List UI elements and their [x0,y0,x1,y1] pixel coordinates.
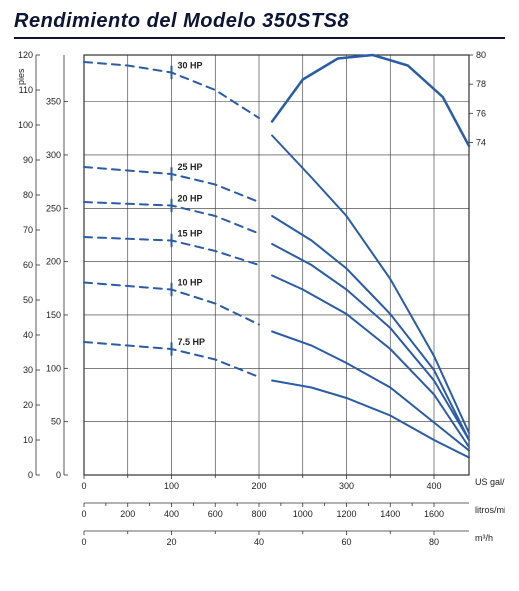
svg-text:78: 78 [476,79,486,89]
hp-label: 25 HP [178,162,203,172]
svg-text:0: 0 [81,509,86,519]
chart-title: Rendimiento del Modelo 350STS8 [14,10,505,33]
svg-text:litros/min: litros/min [475,505,505,515]
hp-label: 20 HP [178,194,203,204]
svg-text:50: 50 [23,295,33,305]
svg-text:0: 0 [28,470,33,480]
svg-text:m³/h: m³/h [475,533,493,543]
svg-text:74: 74 [476,138,486,148]
svg-text:300: 300 [46,150,61,160]
title-rule [14,37,505,39]
svg-text:200: 200 [46,257,61,267]
hp-label: 10 HP [178,278,203,288]
svg-text:300: 300 [339,481,354,491]
svg-text:110: 110 [19,85,33,95]
svg-text:200: 200 [120,509,135,519]
svg-text:400: 400 [426,481,441,491]
svg-text:US gal/min: US gal/min [475,477,505,487]
svg-text:1400: 1400 [380,509,400,519]
chart-svg: 30 HP 25 HP 20 HP 15 HP 10 HP 7.5 HP 0 10 20 30 40… [14,45,505,585]
svg-text:10: 10 [23,435,33,445]
svg-text:0: 0 [81,481,86,491]
svg-text:150: 150 [46,310,61,320]
svg-text:70: 70 [23,225,33,235]
svg-text:600: 600 [208,509,223,519]
chart: 30 HP 25 HP 20 HP 15 HP 10 HP 7.5 HP 0 10 20 30 40… [14,45,505,585]
svg-text:pies: pies [16,68,26,85]
svg-text:20: 20 [23,400,33,410]
svg-text:60: 60 [23,260,33,270]
svg-text:1600: 1600 [424,509,444,519]
svg-text:0: 0 [56,470,61,480]
svg-text:100: 100 [164,481,179,491]
hp-label: 15 HP [178,229,203,239]
svg-text:50: 50 [51,417,61,427]
svg-text:80: 80 [23,190,33,200]
svg-text:0: 0 [81,537,86,547]
svg-text:80: 80 [476,50,486,60]
svg-text:80: 80 [429,537,439,547]
svg-text:100: 100 [18,120,33,130]
hp-label: 30 HP [178,61,203,71]
svg-text:30: 30 [23,365,33,375]
svg-text:350: 350 [46,97,61,107]
hp-label: 7.5 HP [178,337,206,347]
svg-text:40: 40 [254,537,264,547]
svg-text:60: 60 [341,537,351,547]
svg-text:1000: 1000 [293,509,313,519]
svg-text:40: 40 [23,330,33,340]
svg-text:120: 120 [18,50,33,60]
svg-text:100: 100 [46,363,61,373]
svg-text:20: 20 [166,537,176,547]
svg-text:800: 800 [251,509,266,519]
svg-text:90: 90 [23,155,33,165]
svg-text:76: 76 [476,108,486,118]
svg-text:400: 400 [164,509,179,519]
svg-text:200: 200 [251,481,266,491]
svg-text:250: 250 [46,203,61,213]
svg-text:1200: 1200 [336,509,356,519]
